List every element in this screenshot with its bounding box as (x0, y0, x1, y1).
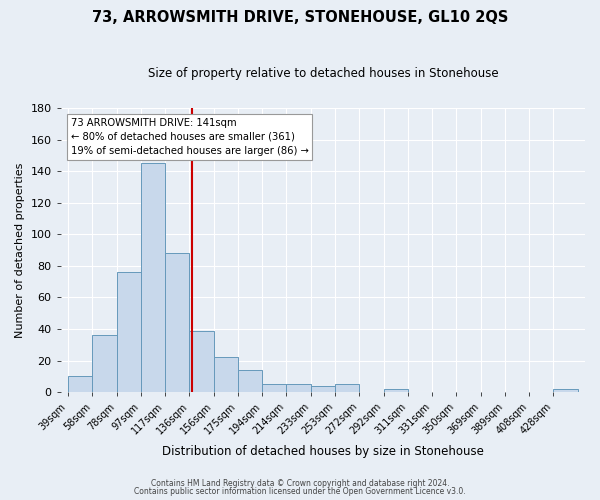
Bar (116, 272, 141, 392)
Title: Size of property relative to detached houses in Stonehouse: Size of property relative to detached ho… (148, 68, 498, 80)
Bar (383, 389, 408, 392)
Bar (165, 254, 190, 392)
Text: 73, ARROWSMITH DRIVE, STONEHOUSE, GL10 2QS: 73, ARROWSMITH DRIVE, STONEHOUSE, GL10 2… (92, 10, 508, 25)
Bar (68, 376, 92, 392)
Y-axis label: Number of detached properties: Number of detached properties (15, 162, 25, 338)
Text: 73 ARROWSMITH DRIVE: 141sqm
← 80% of detached houses are smaller (361)
19% of se: 73 ARROWSMITH DRIVE: 141sqm ← 80% of det… (71, 118, 308, 156)
Bar (335, 384, 359, 392)
X-axis label: Distribution of detached houses by size in Stonehouse: Distribution of detached houses by size … (162, 444, 484, 458)
Bar (92, 336, 116, 392)
Bar (262, 384, 286, 392)
Text: Contains public sector information licensed under the Open Government Licence v3: Contains public sector information licen… (134, 487, 466, 496)
Bar (238, 370, 262, 392)
Bar (286, 384, 311, 392)
Text: Contains HM Land Registry data © Crown copyright and database right 2024.: Contains HM Land Registry data © Crown c… (151, 478, 449, 488)
Bar (141, 164, 165, 392)
Bar (190, 330, 214, 392)
Bar (214, 358, 238, 392)
Bar (553, 389, 578, 392)
Bar (311, 386, 335, 392)
